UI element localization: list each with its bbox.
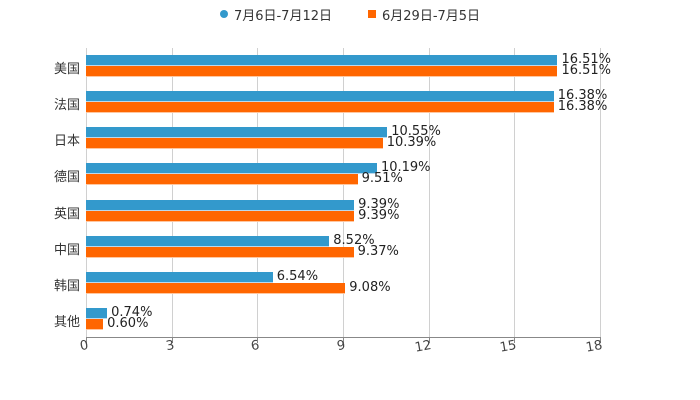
bar-1[interactable] [86,66,558,77]
value-label: 10.55% [391,124,441,140]
bar-1[interactable] [86,174,358,185]
category-label: 韩国 [53,278,80,294]
value-label: 9.51% [361,171,403,187]
bar-0[interactable] [86,163,377,174]
bar-1[interactable] [86,318,104,329]
legend-square-icon [368,10,376,18]
axis-tick [86,337,87,343]
bar-1[interactable] [86,246,354,257]
category-label: 法国 [53,98,80,114]
x-axis [86,337,601,338]
axis-tick [600,337,601,343]
category-label: 日本 [53,134,80,150]
legend: 7月6日-7月12日 6月29日-7月5日 [0,4,700,24]
category-label: 其他 [53,314,80,330]
bar-0[interactable] [86,55,558,66]
value-label: 8.52% [333,232,375,248]
value-label: 16.51% [561,63,612,79]
axis-tick [257,337,259,343]
value-label: 16.38% [557,88,608,104]
legend-circle-icon [219,10,228,18]
bar-0[interactable] [86,271,273,282]
bar-0[interactable] [86,127,388,138]
axis-tick-label: 18 [584,338,604,356]
axis-tick [343,337,344,343]
value-label: 9.39% [358,196,400,212]
gridline [514,48,516,337]
value-label: 10.19% [380,160,431,176]
axis-tick-label: 3 [164,338,176,355]
value-label: 9.37% [357,243,399,259]
axis-tick-label: 15 [499,338,518,356]
axis-tick [428,337,430,343]
axis-tick [514,337,516,343]
bar-1[interactable] [86,210,355,221]
axis-tick-label: 12 [413,338,433,356]
bar-0[interactable] [86,91,554,102]
value-label: 10.39% [386,135,437,151]
bar-1[interactable] [86,282,346,293]
bar-1[interactable] [86,102,554,113]
bar-0[interactable] [86,235,330,246]
legend-item-series-0[interactable]: 7月6日-7月12日 [219,4,332,24]
axis-tick-label: 0 [78,338,90,355]
axis-tick-label: 6 [250,338,261,355]
legend-label: 7月6日-7月12日 [233,8,332,24]
bar-0[interactable] [86,199,355,210]
category-label: 德国 [53,170,80,186]
value-label: 16.38% [557,99,608,115]
value-label: 0.60% [107,315,149,331]
axis-tick-label: 9 [335,338,347,355]
axis-tick [171,337,173,343]
gridline [86,48,87,337]
gridline [171,48,173,337]
bar-1[interactable] [86,138,383,149]
category-label: 美国 [53,62,80,78]
value-label: 16.51% [561,52,612,68]
gridline [343,48,344,337]
value-label: 0.74% [111,304,153,320]
legend-item-series-1[interactable]: 6月29日-7月5日 [368,4,480,24]
gridline [428,48,430,337]
value-label: 9.08% [349,279,391,295]
value-label: 9.39% [358,207,400,223]
gridline [257,48,259,337]
bar-0[interactable] [86,307,108,318]
legend-label: 6月29日-7月5日 [382,8,481,24]
value-label: 6.54% [276,268,319,284]
gridline [600,48,601,337]
category-label: 英国 [53,206,80,222]
category-label: 中国 [53,242,80,258]
